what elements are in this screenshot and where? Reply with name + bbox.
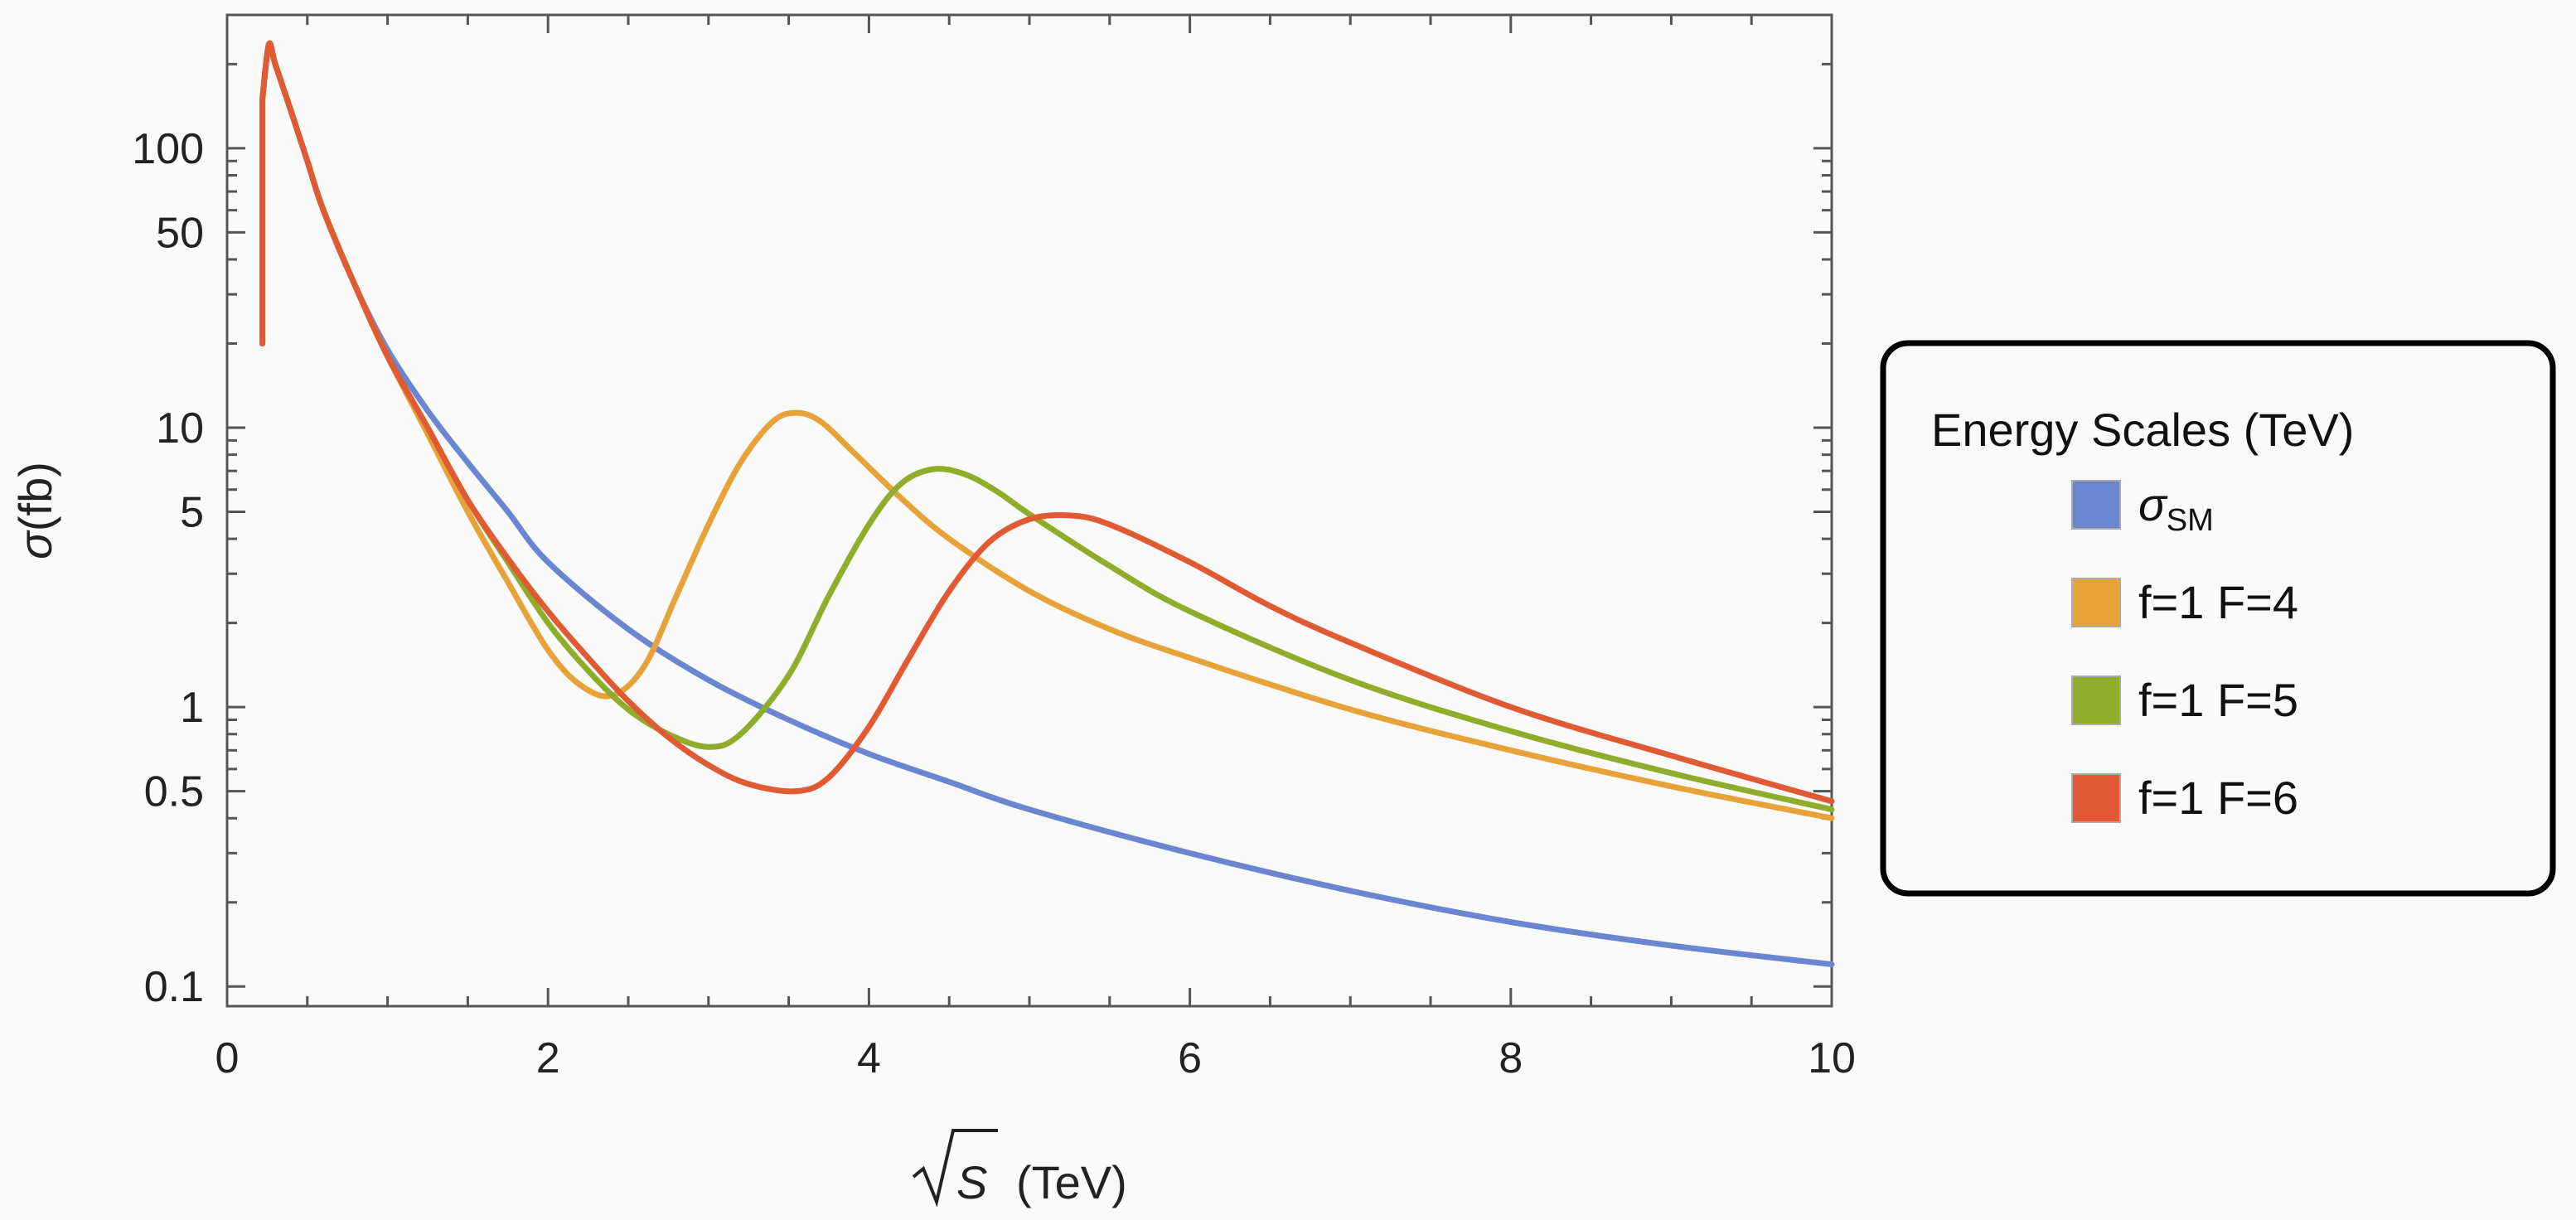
- x-axis-unit: (TeV): [1016, 1156, 1127, 1208]
- series-line-1: [259, 40, 1835, 821]
- y-tick-label: 5: [180, 488, 204, 536]
- legend-swatch: [2071, 578, 2121, 627]
- y-axis-label: σ(fb): [9, 462, 61, 559]
- legend-label-subscript: SM: [2167, 503, 2214, 538]
- legend-label: σSM: [2138, 478, 2214, 538]
- series-lines: [259, 40, 1835, 967]
- legend-label-symbol: σ: [2138, 478, 2168, 530]
- x-axis-symbol: S: [956, 1156, 987, 1208]
- sqrt-symbol-icon: [912, 1129, 998, 1208]
- y-tick-label: 0.5: [144, 768, 204, 816]
- y-tick-label: 100: [132, 125, 204, 173]
- series-line-0: [259, 40, 1835, 967]
- legend-label: f=1 F=5: [2138, 674, 2298, 726]
- series-line-2: [259, 40, 1835, 813]
- y-axis-symbol: σ: [9, 530, 61, 559]
- x-tick-label: 6: [1178, 1034, 1202, 1082]
- x-tick-label: 10: [1808, 1034, 1856, 1082]
- x-tick-label: 2: [536, 1034, 560, 1082]
- axis-tick-labels: 0 2 4 6 8 10 0.1 0.5 1 5 10 50 100: [132, 125, 1856, 1082]
- legend-label: f=1 F=4: [2138, 576, 2298, 628]
- y-axis-unit: (fb): [9, 462, 61, 531]
- x-tick-label: 8: [1499, 1034, 1523, 1082]
- y-tick-label: 0.1: [144, 963, 204, 1011]
- legend-box: [1880, 340, 2556, 897]
- legend-title: Energy Scales (TeV): [1931, 404, 2354, 456]
- axis-ticks: [225, 13, 1833, 1006]
- legend-swatch: [2071, 480, 2121, 530]
- legend-items: σSM f=1 F=4 f=1 F=5 f=1 F=6: [2071, 478, 2298, 824]
- legend-label: f=1 F=6: [2138, 772, 2298, 824]
- x-tick-label: 0: [215, 1034, 240, 1082]
- x-tick-label: 4: [857, 1034, 881, 1082]
- series-line-3: [259, 40, 1835, 805]
- y-tick-label: 1: [180, 684, 204, 732]
- x-axis-label: S (TeV): [912, 1129, 1127, 1208]
- y-tick-label: 10: [156, 404, 204, 453]
- legend: Energy Scales (TeV) σSM f=1 F=4 f=1 F=5 f=1…: [1880, 340, 2556, 897]
- legend-swatch: [2071, 773, 2121, 823]
- y-tick-label: 50: [156, 209, 204, 257]
- legend-swatch: [2071, 675, 2121, 725]
